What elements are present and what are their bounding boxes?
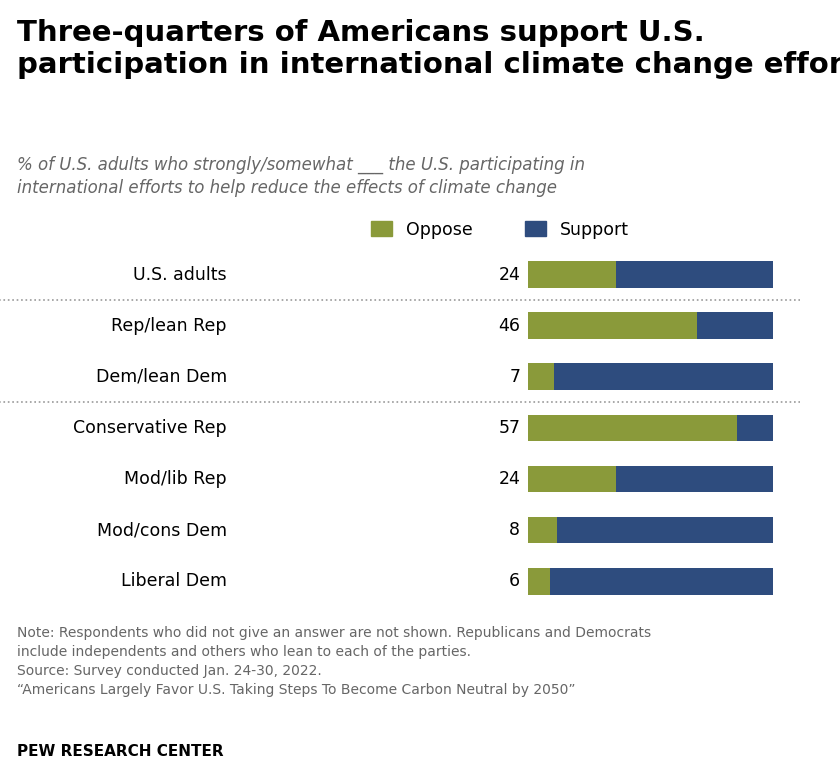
Text: Dem/lean Dem: Dem/lean Dem [96,368,227,386]
Text: 6: 6 [509,573,520,591]
Text: Mod/cons Dem: Mod/cons Dem [97,521,227,539]
Text: Mod/lib Rep: Mod/lib Rep [124,470,227,488]
Text: PEW RESEARCH CENTER: PEW RESEARCH CENTER [17,744,223,759]
Text: Three-quarters of Americans support U.S.
participation in international climate : Three-quarters of Americans support U.S.… [17,19,840,79]
Bar [528,261,616,288]
Bar [616,466,840,492]
Legend: Oppose, Support: Oppose, Support [371,220,628,239]
Bar [554,363,840,390]
Text: Note: Respondents who did not give an answer are not shown. Republicans and Demo: Note: Respondents who did not give an an… [17,626,651,697]
Text: Rep/lean Rep: Rep/lean Rep [112,317,227,335]
Bar [528,517,557,544]
Text: 46: 46 [498,317,520,335]
Bar [616,261,840,288]
Bar [557,517,840,544]
Text: 8: 8 [509,521,520,539]
Text: 7: 7 [509,368,520,386]
Text: 57: 57 [498,419,520,437]
Text: 24: 24 [498,470,520,488]
Bar [550,568,840,594]
Text: U.S. adults: U.S. adults [134,265,227,283]
Text: Liberal Dem: Liberal Dem [121,573,227,591]
Bar [528,568,550,594]
Bar [528,415,738,441]
Bar [697,312,840,339]
Bar [738,415,840,441]
Bar [528,466,616,492]
Text: % of U.S. adults who strongly/somewhat ___ the U.S. participating in
internation: % of U.S. adults who strongly/somewhat _… [17,156,585,198]
Bar [528,312,697,339]
Text: 24: 24 [498,265,520,283]
Bar [528,363,554,390]
Text: Conservative Rep: Conservative Rep [73,419,227,437]
